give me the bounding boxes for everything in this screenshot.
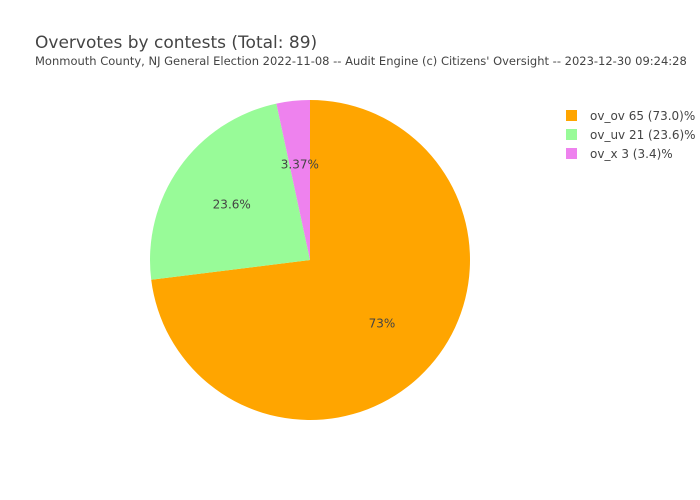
- pie-slice-1[interactable]: [150, 103, 310, 280]
- legend: ov_ov 65 (73.0)% ov_uv 21 (23.6)% ov_x 3 (…: [566, 106, 696, 163]
- chart-subtitle: Monmouth County, NJ General Election 202…: [35, 54, 687, 68]
- legend-swatch: [566, 110, 577, 121]
- legend-label: ov_uv 21 (23.6)%: [590, 127, 696, 142]
- pie-slice-2[interactable]: [276, 100, 310, 260]
- pie-slice-0[interactable]: [151, 100, 471, 421]
- legend-swatch: [566, 129, 577, 140]
- legend-item-2[interactable]: ov_x 3 (3.4)%: [566, 144, 696, 163]
- legend-item-1[interactable]: ov_uv 21 (23.6)%: [566, 125, 696, 144]
- pie-slice-label-2: 3.37%: [281, 158, 319, 172]
- legend-label: ov_ov 65 (73.0)%: [590, 108, 696, 123]
- pie-slice-label-1: 23.6%: [213, 197, 251, 211]
- legend-swatch: [566, 148, 577, 159]
- legend-label: ov_x 3 (3.4)%: [590, 146, 673, 161]
- pie-slice-label-0: 73%: [369, 317, 396, 331]
- legend-item-0[interactable]: ov_ov 65 (73.0)%: [566, 106, 696, 125]
- chart-title: Overvotes by contests (Total: 89): [35, 33, 318, 53]
